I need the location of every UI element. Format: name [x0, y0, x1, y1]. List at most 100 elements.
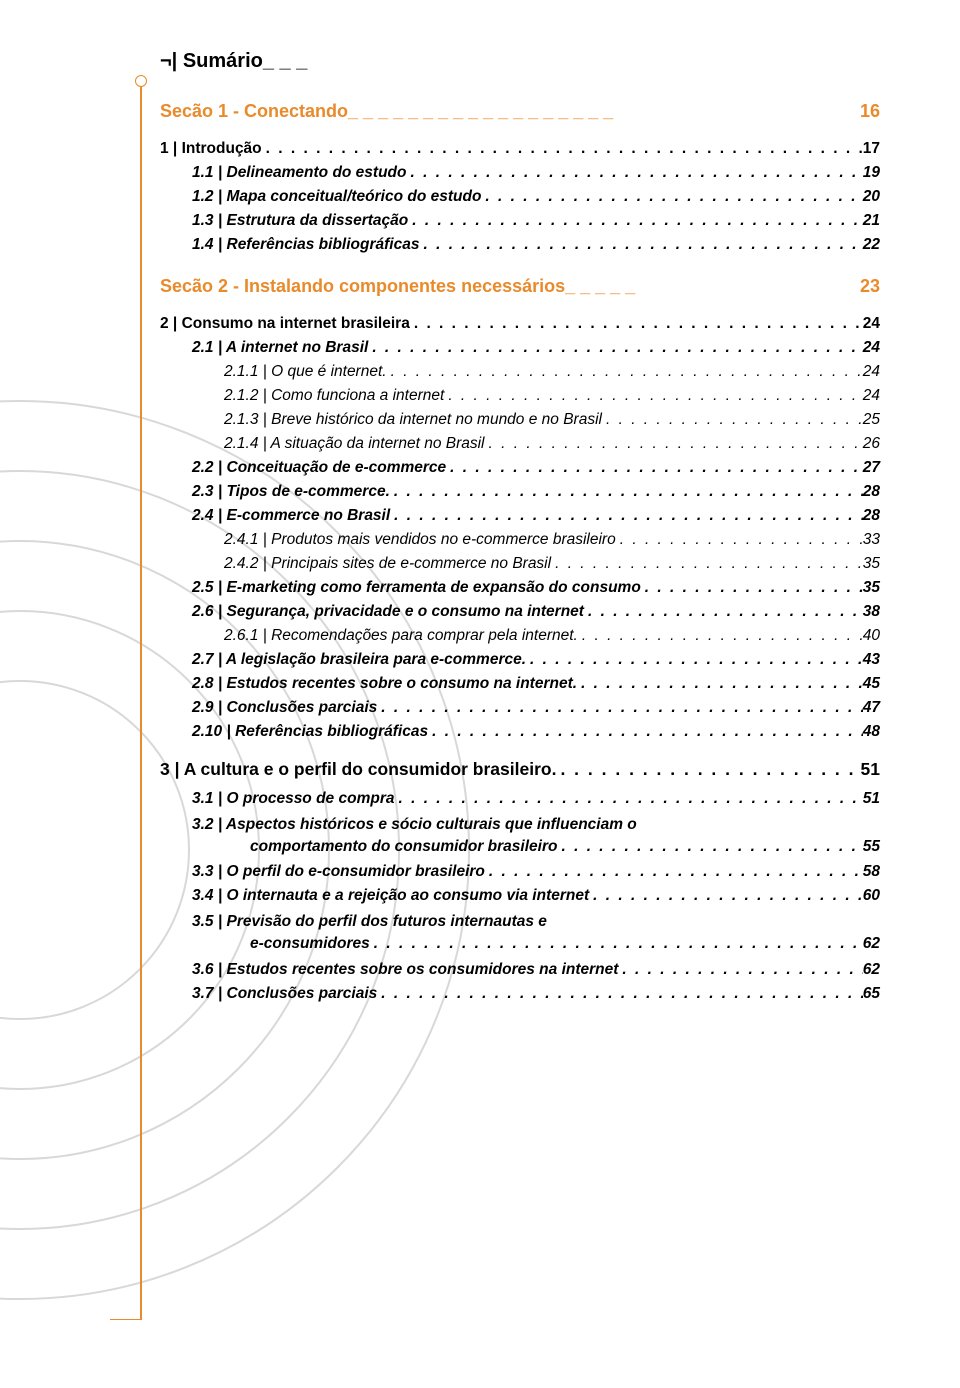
toc-entry-label: 2.1.2 | Como funciona a internet [224, 387, 444, 405]
toc-entry-label: 2.3 | Tipos de e-commerce. [192, 483, 390, 501]
toc-entry-label: 2.4.2 | Principais sites de e-commerce n… [224, 555, 551, 573]
toc-row: 3.5 | Previsão do perfil dos futuros int… [160, 911, 880, 954]
toc-entry-page: 47 [863, 699, 880, 717]
toc-row: 2.4.2 | Principais sites de e-commerce n… [160, 555, 880, 573]
toc-entry-page: 24 [863, 315, 880, 333]
toc-row: 2.4.1 | Produtos mais vendidos no e-comm… [160, 531, 880, 549]
toc-entry-label: 3.3 | O perfil do e-consumidor brasileir… [192, 863, 485, 881]
toc-entry-label: 1.4 | Referências bibliográficas [192, 236, 419, 254]
toc-entry-label: 2.5 | E-marketing como ferramenta de exp… [192, 579, 641, 597]
toc-entry-label: 2.2 | Conceituação de e-commerce [192, 459, 446, 477]
leader-dots [578, 627, 863, 645]
section-2-header: Secão 2 - Instalando componentes necessá… [160, 276, 880, 297]
toc-entry-page: 40 [863, 627, 880, 645]
leader-dots [616, 531, 863, 549]
toc-entry-label: 2.1.4 | A situação da internet no Brasil [224, 435, 485, 453]
toc-row: 1.1 | Delineamento do estudo19 [160, 164, 880, 182]
toc-row: 2.1 | A internet no Brasil24 [160, 339, 880, 357]
leader-dots [419, 236, 862, 254]
toc-entry-label: 2.1.3 | Breve histórico da internet no m… [224, 411, 602, 429]
toc-row: 3.1 | O processo de compra 51 [160, 790, 880, 808]
toc-entry-page: 45 [863, 675, 880, 693]
toc-row: 2 | Consumo na internet brasileira24 [160, 315, 880, 333]
toc-entry-page: 28 [863, 483, 880, 501]
toc-row: 3.2 | Aspectos históricos e sócio cultur… [160, 814, 880, 857]
section-1-items: 1 | Introdução17 1.1 | Delineamento do es… [160, 140, 880, 254]
toc-row: 2.1.4 | A situação da internet no Brasil… [160, 435, 880, 453]
toc-row: 2.3 | Tipos de e-commerce. 28 [160, 483, 880, 501]
section-2-label: Secão 2 - Instalando componentes necessá… [160, 276, 635, 297]
toc-entry-page: 62 [863, 961, 880, 979]
leader-dots [584, 603, 863, 621]
chapter-3-label: 3 | A cultura e o perfil do consumidor b… [160, 759, 556, 780]
toc-entry-page: 48 [863, 723, 880, 741]
toc-entry-page: 60 [863, 887, 880, 905]
toc-entry-label: 2.6 | Segurança, privacidade e o consumo… [192, 603, 584, 621]
toc-entry-page: 24 [863, 387, 880, 405]
toc-row: 3.3 | O perfil do e-consumidor brasileir… [160, 863, 880, 881]
toc-entry-label: 3.5 | Previsão do perfil dos futuros int… [192, 911, 880, 933]
leader-dots [485, 863, 863, 881]
toc-row: 2.10 | Referências bibliográficas 48 [160, 723, 880, 741]
leader-dots [377, 699, 862, 717]
toc-entry-label: 2.9 | Conclusões parciais [192, 699, 377, 717]
toc-entry-page: 27 [863, 459, 880, 477]
toc-entry-page: 24 [863, 363, 880, 381]
toc-row: 2.9 | Conclusões parciais 47 [160, 699, 880, 717]
toc-entry-page: 20 [863, 188, 880, 206]
toc-row: 2.5 | E-marketing como ferramenta de exp… [160, 579, 880, 597]
toc-entry-page: 19 [863, 164, 880, 182]
leader-dots [394, 790, 862, 808]
section-1-label: Secão 1 - Conectando_ _ _ _ _ _ _ _ _ _ … [160, 101, 613, 122]
toc-entry-label: 1.2 | Mapa conceitual/teórico do estudo [192, 188, 481, 206]
toc-entry-label: 3.4 | O internauta e a rejeição ao consu… [192, 887, 589, 905]
leader-dots [387, 363, 863, 381]
toc-row: 3.7 | Conclusões parciais 65 [160, 985, 880, 1003]
toc-entry-page: 21 [863, 212, 880, 230]
toc-row: 2.1.2 | Como funciona a internet 24 [160, 387, 880, 405]
toc-entry-label: 3.1 | O processo de compra [192, 790, 394, 808]
toc-entry-label-cont: e-consumidores [250, 933, 370, 955]
section-2-items: 2 | Consumo na internet brasileira24 2.1 … [160, 315, 880, 741]
toc-entry-page: 38 [863, 603, 880, 621]
leader-dots [481, 188, 862, 206]
toc-row: 3.6 | Estudos recentes sobre os consumid… [160, 961, 880, 979]
leader-dots [589, 887, 863, 905]
toc-entry-label: 2.1.1 | O que é internet. [224, 363, 387, 381]
toc-entry-page: 62 [863, 933, 880, 955]
toc-entry-page: 35 [863, 555, 880, 573]
toc-entry-label: 3.7 | Conclusões parciais [192, 985, 377, 1003]
toc-entry-label: 2.4 | E-commerce no Brasil [192, 507, 390, 525]
toc-entry-page: 55 [863, 836, 880, 858]
toc-entry-label: 3.2 | Aspectos históricos e sócio cultur… [192, 814, 880, 836]
section-1-page: 16 [860, 101, 880, 122]
toc-entry-label-cont: comportamento do consumidor brasileiro [250, 836, 557, 858]
chapter-3-items: 3.1 | O processo de compra 51 3.2 | Aspect… [160, 790, 880, 1003]
toc-entry-label: 2.6.1 | Recomendações para comprar pela … [224, 627, 578, 645]
toc-entry-page: 35 [863, 579, 880, 597]
leader-dots [368, 339, 862, 357]
toc-row: 2.6.1 | Recomendações para comprar pela … [160, 627, 880, 645]
toc-row: 2.2 | Conceituação de e-commerce 27 [160, 459, 880, 477]
leader-dots [370, 933, 863, 955]
toc-row: 2.1.3 | Breve histórico da internet no m… [160, 411, 880, 429]
toc-row: 2.1.1 | O que é internet. 24 [160, 363, 880, 381]
leader-dots [408, 212, 862, 230]
toc-entry-label: 1.3 | Estrutura da dissertação [192, 212, 408, 230]
toc-row: 2.7 | A legislação brasileira para e-com… [160, 651, 880, 669]
leader-dots [485, 435, 863, 453]
chapter-3-header: 3 | A cultura e o perfil do consumidor b… [160, 759, 880, 780]
toc-row: 1 | Introdução17 [160, 140, 880, 158]
toc-entry-label: 2.10 | Referências bibliográficas [192, 723, 428, 741]
leader-dots [577, 675, 863, 693]
toc-entry-page: 24 [863, 339, 880, 357]
toc-entry-label: 2.4.1 | Produtos mais vendidos no e-comm… [224, 531, 616, 549]
toc-row: 2.4 | E-commerce no Brasil28 [160, 507, 880, 525]
toc-entry-label: 3.6 | Estudos recentes sobre os consumid… [192, 961, 618, 979]
toc-entry-page: 51 [863, 790, 880, 808]
leader-dots [390, 507, 863, 525]
toc-entry-page: 65 [863, 985, 880, 1003]
toc-row: 2.8 | Estudos recentes sobre o consumo n… [160, 675, 880, 693]
leader-dots [526, 651, 863, 669]
toc-entry-page: 17 [863, 140, 880, 158]
